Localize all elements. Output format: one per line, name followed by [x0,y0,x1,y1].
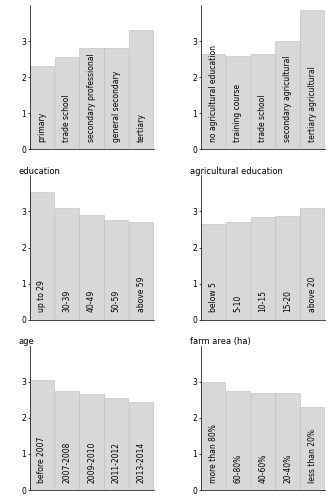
Bar [129,222,153,320]
Text: 10-15: 10-15 [258,290,267,312]
Bar [104,398,129,490]
Bar [104,220,129,320]
Bar [201,382,225,490]
Text: up to 29: up to 29 [37,280,47,312]
Bar [30,192,54,320]
Bar [54,391,79,490]
Text: 5-10: 5-10 [234,295,242,312]
Bar [226,56,250,150]
Text: secondary professional: secondary professional [87,54,96,142]
Bar [79,394,104,490]
Text: above 59: above 59 [137,277,146,312]
Bar [201,224,225,320]
Text: tertiary agricultural: tertiary agricultural [308,66,317,142]
Bar [275,216,300,320]
Text: below 5: below 5 [209,282,217,312]
Text: 2013-2014: 2013-2014 [137,442,146,483]
Text: farm area (ha): farm area (ha) [190,337,250,346]
Bar [251,54,275,150]
Text: 60-80%: 60-80% [234,454,242,483]
Bar [275,394,300,490]
Bar [251,392,275,490]
Bar [129,402,153,490]
Text: primary: primary [37,112,47,142]
Text: education: education [18,166,60,175]
Text: 40-49: 40-49 [87,290,96,312]
Text: secondary agricultural: secondary agricultural [283,56,292,142]
Bar [129,30,153,150]
Text: above 20: above 20 [308,277,317,312]
Text: trade school: trade school [62,94,71,142]
Text: 2007-2008: 2007-2008 [62,442,71,483]
Bar [201,54,225,150]
Bar [30,66,54,150]
Bar [300,208,324,320]
Bar [79,48,104,150]
Bar [300,407,324,490]
Text: 20-40%: 20-40% [283,454,292,483]
Text: 2009-2010: 2009-2010 [87,442,96,483]
Text: 40-60%: 40-60% [258,454,267,483]
Bar [226,391,250,490]
Bar [30,380,54,490]
Text: trade school: trade school [258,94,267,142]
Text: age: age [18,337,34,346]
Text: general secondary: general secondary [112,71,121,142]
Text: less than 20%: less than 20% [308,429,317,483]
Text: 2011-2012: 2011-2012 [112,442,121,483]
Bar [54,208,79,320]
Text: no agricultural education: no agricultural education [209,45,217,142]
Bar [300,10,324,149]
Text: more than 80%: more than 80% [209,424,217,483]
Text: training course: training course [234,84,242,142]
Text: before 2007: before 2007 [37,436,47,483]
Bar [275,41,300,150]
Text: tertiary: tertiary [137,114,146,142]
Text: 50-59: 50-59 [112,290,121,312]
Bar [251,217,275,320]
Text: agricultural education: agricultural education [190,166,282,175]
Text: 30-39: 30-39 [62,290,71,312]
Bar [226,222,250,320]
Text: 15-20: 15-20 [283,290,292,312]
Bar [79,215,104,320]
Bar [54,58,79,150]
Bar [104,48,129,150]
